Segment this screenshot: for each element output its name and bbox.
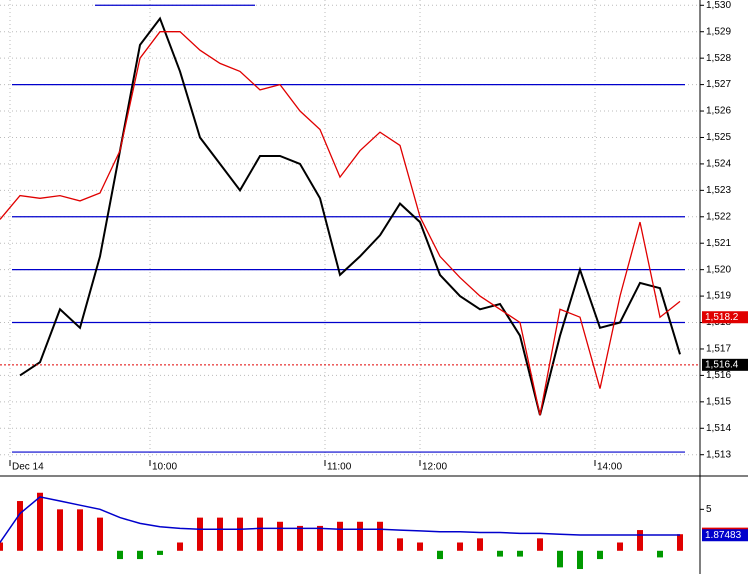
y-tick-label: 1,515 bbox=[706, 396, 731, 407]
bar bbox=[317, 525, 323, 551]
bar bbox=[617, 542, 623, 551]
x-tick-label: 11:00 bbox=[327, 462, 352, 473]
y-tick-label: 1,522 bbox=[706, 211, 731, 222]
average-line bbox=[0, 496, 680, 543]
y-tick-label: 1,516 bbox=[706, 370, 731, 381]
price-tag bbox=[702, 358, 748, 371]
bar bbox=[177, 542, 183, 551]
bar bbox=[17, 501, 23, 551]
bar bbox=[197, 517, 203, 551]
y-tick-label: 1,514 bbox=[706, 423, 731, 434]
y-tick-label: 1,513 bbox=[706, 449, 731, 460]
y-tick-label: 1,517 bbox=[706, 344, 731, 355]
bar bbox=[537, 538, 543, 551]
bar bbox=[57, 509, 63, 551]
x-tick-label: Dec 14 bbox=[12, 462, 44, 473]
bar bbox=[477, 538, 483, 551]
price-tag-label: 1.87483 bbox=[705, 530, 742, 541]
price-line bbox=[19, 16, 681, 416]
x-tick-label: 10:00 bbox=[152, 462, 177, 473]
y-tick-label: 5 bbox=[706, 504, 712, 515]
y-tick-label: 1,528 bbox=[706, 53, 731, 64]
bar bbox=[77, 509, 83, 551]
bar bbox=[137, 550, 143, 560]
bar bbox=[0, 542, 3, 551]
y-tick-label: 1,529 bbox=[706, 26, 731, 37]
y-tick-label: 1,520 bbox=[706, 264, 731, 275]
y-tick-label: 1,526 bbox=[706, 106, 731, 117]
bar bbox=[97, 517, 103, 551]
y-tick-label: 1,525 bbox=[706, 132, 731, 143]
bar bbox=[277, 521, 283, 551]
bar bbox=[497, 550, 503, 557]
bar bbox=[237, 517, 243, 551]
bar bbox=[557, 550, 563, 568]
y-tick-label: 1,523 bbox=[706, 185, 731, 196]
bar bbox=[637, 530, 643, 551]
bar bbox=[37, 492, 43, 551]
x-tick-label: 14:00 bbox=[597, 462, 622, 473]
price-line bbox=[0, 31, 681, 416]
price-tag-label: 1,516.4 bbox=[705, 359, 739, 370]
bar bbox=[297, 525, 303, 551]
x-tick-label: 12:00 bbox=[422, 462, 447, 473]
bar bbox=[577, 550, 583, 570]
bar bbox=[417, 542, 423, 551]
bar bbox=[157, 550, 163, 555]
bar bbox=[117, 550, 123, 560]
price-tag bbox=[702, 311, 748, 324]
bar bbox=[217, 517, 223, 551]
bar bbox=[437, 550, 443, 560]
bar bbox=[397, 538, 403, 551]
bar bbox=[677, 534, 683, 551]
bar bbox=[457, 542, 463, 551]
bar bbox=[657, 550, 663, 558]
bar bbox=[257, 517, 263, 551]
price-tag-label: 1,518.2 bbox=[705, 312, 739, 323]
y-tick-label: 1,530 bbox=[706, 0, 731, 11]
y-tick-label: 1,527 bbox=[706, 79, 731, 90]
bar bbox=[597, 550, 603, 560]
price-tag bbox=[702, 529, 748, 542]
bar bbox=[357, 521, 363, 551]
bar bbox=[377, 521, 383, 551]
bar bbox=[337, 521, 343, 551]
y-tick-label: 1,524 bbox=[706, 159, 731, 170]
y-tick-label: 1,519 bbox=[706, 291, 731, 302]
y-tick-label: 1,521 bbox=[706, 238, 731, 249]
bar bbox=[517, 550, 523, 557]
